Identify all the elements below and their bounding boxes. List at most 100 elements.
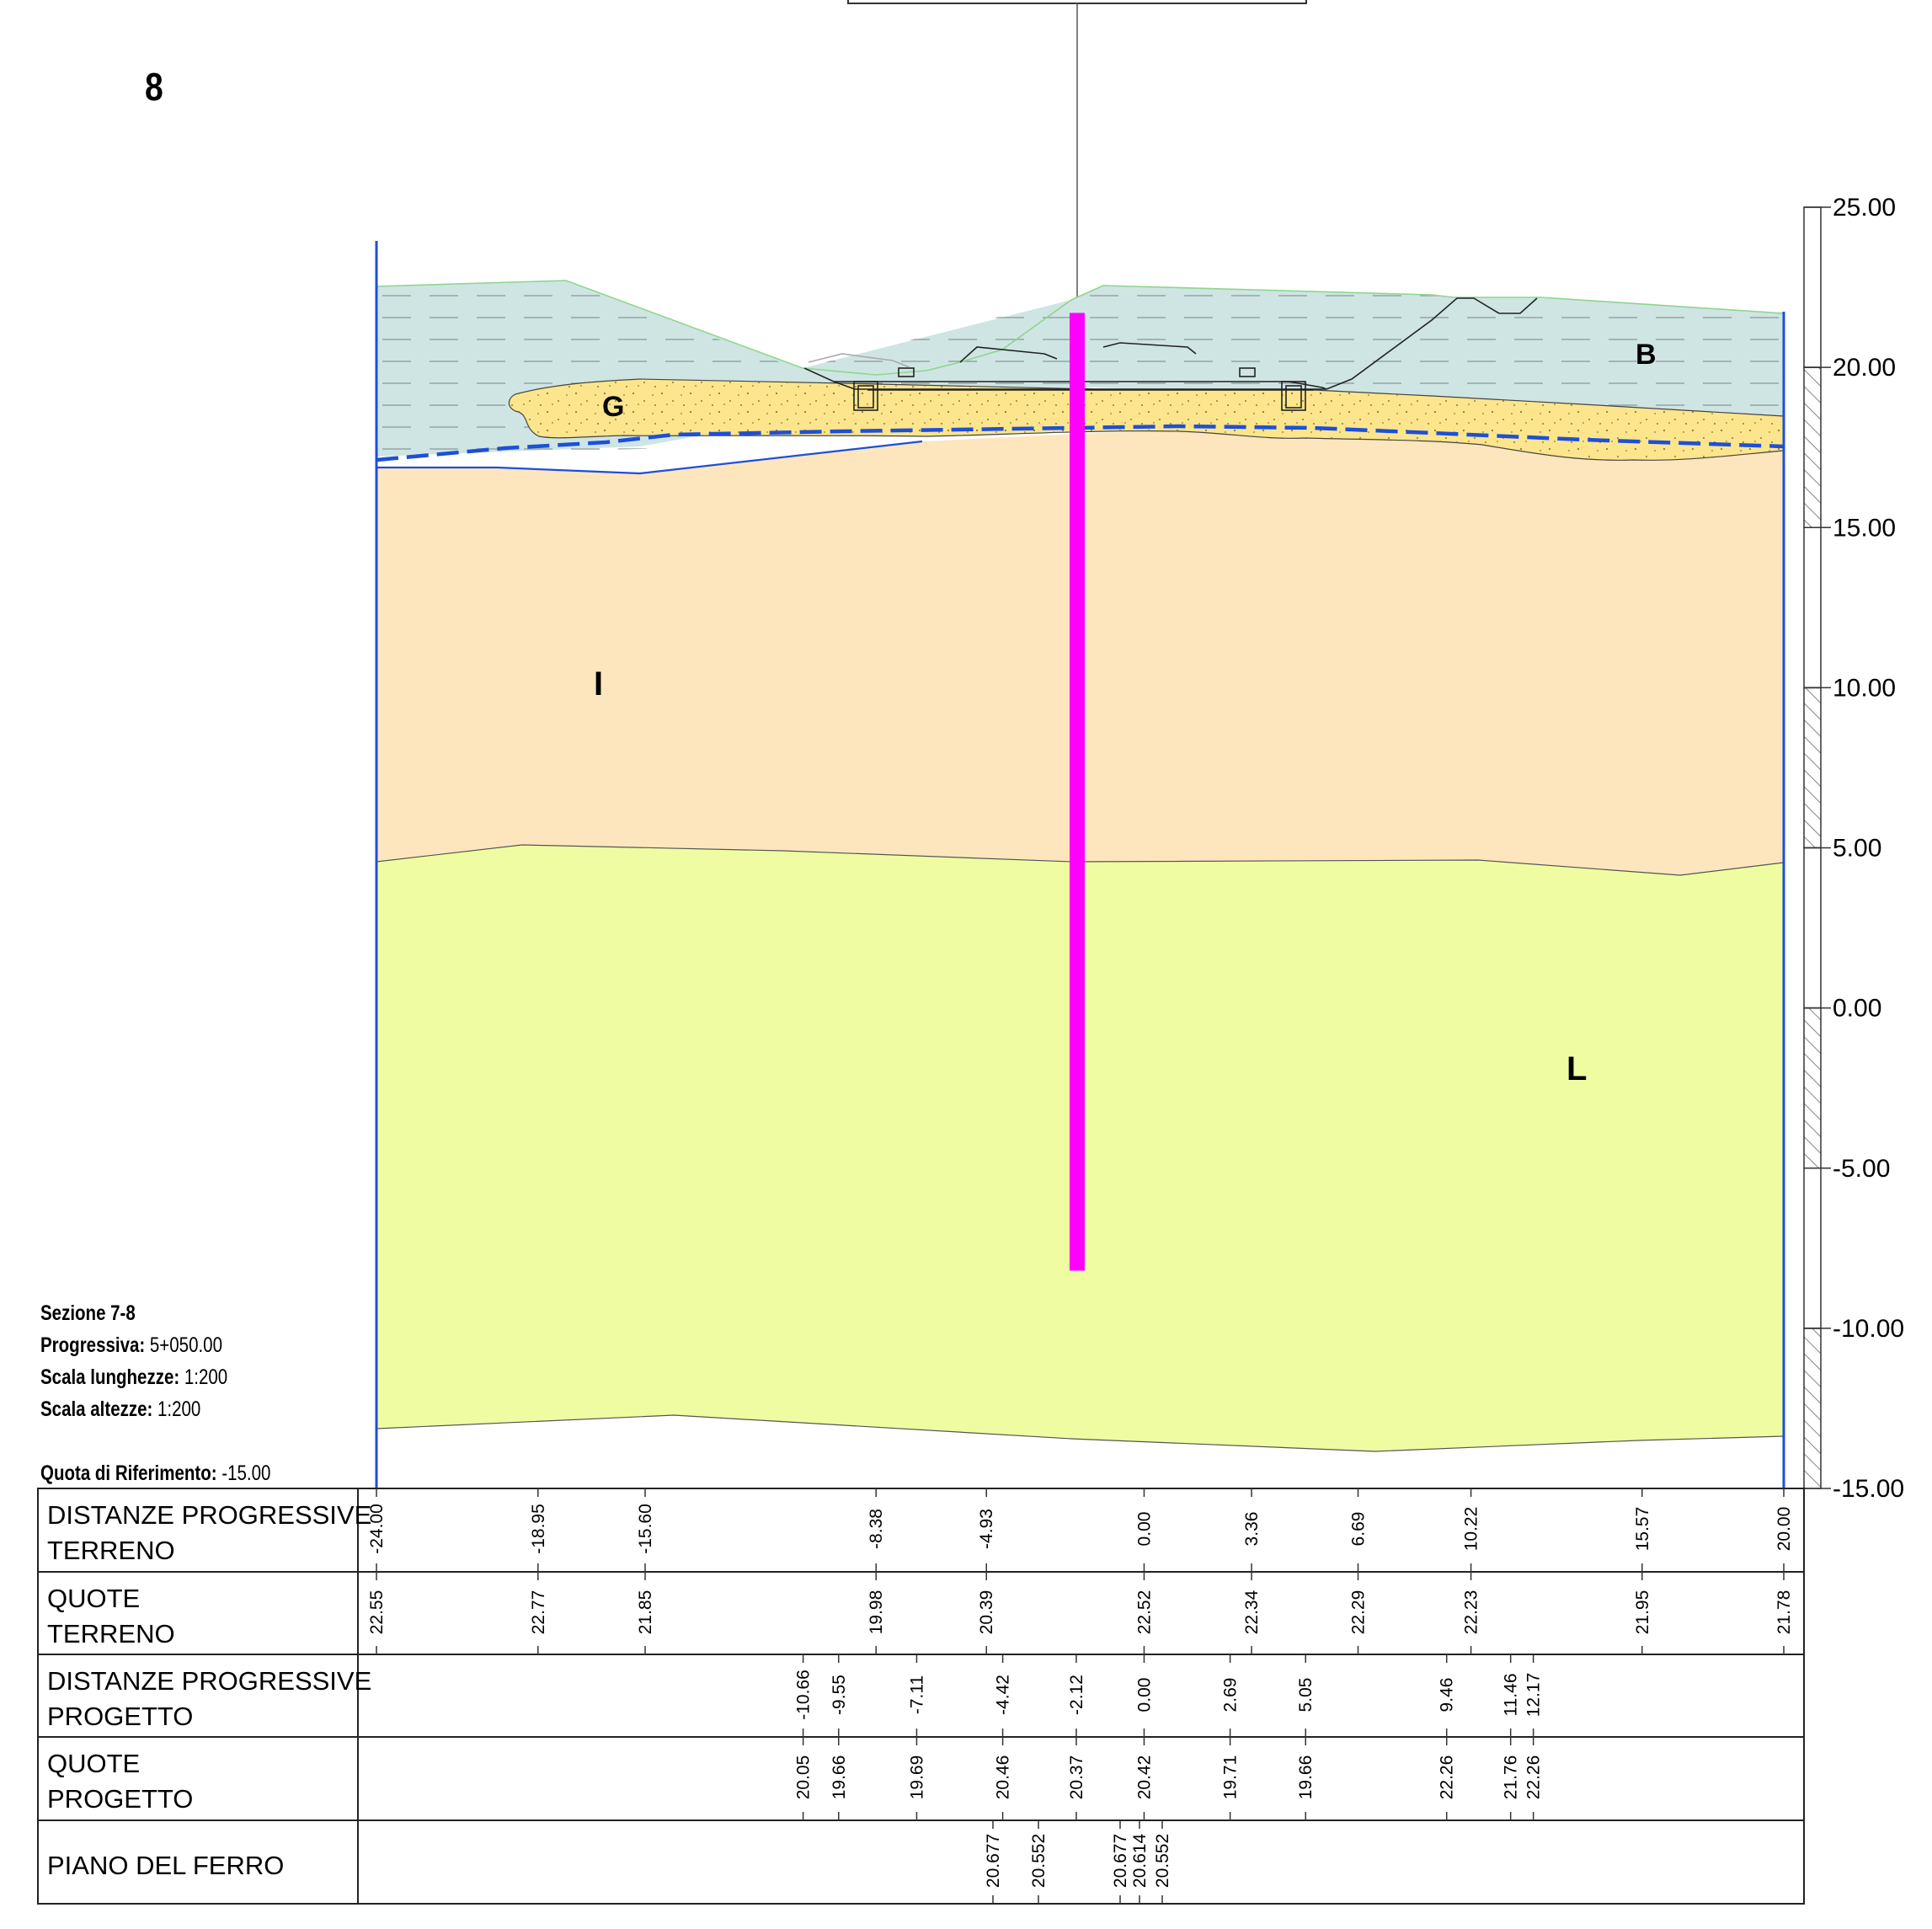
quota-label: Quota di Riferimento: — [40, 1461, 217, 1485]
table-value-text: 19.66 — [830, 1755, 849, 1800]
table-value: 20.05 — [794, 1737, 814, 1820]
table-value: 21.76 — [1502, 1737, 1521, 1820]
table-value: 2.69 — [1221, 1654, 1241, 1737]
table-value-text: 21.78 — [1775, 1590, 1794, 1635]
table-value: 19.71 — [1221, 1737, 1241, 1820]
scala-lunghezze-label: Scala lunghezze: — [40, 1365, 180, 1389]
table-value-text: 22.52 — [1134, 1590, 1154, 1635]
table-value-text: 21.85 — [636, 1590, 655, 1635]
table-value: 12.17 — [1524, 1654, 1544, 1737]
scale-tick-label: 10.00 — [1833, 674, 1896, 702]
table-value-text: 22.23 — [1462, 1590, 1481, 1635]
table-value: 19.66 — [830, 1737, 849, 1820]
table-value: -24.00 — [367, 1488, 387, 1572]
table-row-label: PIANO DEL FERRO — [47, 1851, 284, 1880]
table-value-text: -15.60 — [636, 1504, 655, 1554]
table-value-text: 9.46 — [1438, 1678, 1457, 1713]
table-value: -2.12 — [1067, 1654, 1086, 1737]
table-value: 20.42 — [1134, 1737, 1154, 1820]
table-value: 20.00 — [1775, 1488, 1794, 1572]
table-value: -18.95 — [529, 1488, 548, 1572]
table-value-text: 10.22 — [1462, 1507, 1481, 1552]
table-value: 22.29 — [1349, 1572, 1369, 1654]
table-row-label: QUOTE — [47, 1584, 140, 1613]
table-row-label: DISTANZE PROGRESSIVE — [47, 1666, 371, 1696]
table-value: 22.26 — [1524, 1737, 1544, 1820]
table-value-text: 20.614 — [1130, 1834, 1150, 1889]
table-value: 9.46 — [1438, 1654, 1457, 1737]
table-value: 20.37 — [1067, 1737, 1086, 1820]
table-value-text: 19.69 — [907, 1755, 926, 1800]
table-value-text: -8.38 — [867, 1509, 886, 1549]
table-value-text: -2.12 — [1067, 1675, 1086, 1715]
scala-altezze-label: Scala altezze: — [40, 1397, 153, 1421]
water-table-line — [376, 424, 1785, 462]
table-value: 6.69 — [1349, 1488, 1369, 1572]
table-value-text: 0.00 — [1134, 1512, 1154, 1547]
table-value-text: 2.69 — [1221, 1678, 1241, 1713]
table-value-text: 11.46 — [1502, 1674, 1521, 1717]
table-value: 0.00 — [1134, 1654, 1154, 1737]
railway-structure — [803, 297, 1538, 411]
table-value: 21.95 — [1633, 1572, 1652, 1654]
table-row-label: TERRENO — [47, 1619, 175, 1648]
table-value-text: -4.42 — [994, 1675, 1013, 1715]
table-value-text: 21.76 — [1502, 1755, 1521, 1800]
progressiva-label: Progressiva: — [40, 1333, 146, 1357]
table-value: 20.677 — [1111, 1820, 1130, 1904]
table-value: 20.677 — [984, 1820, 1003, 1904]
scala-altezze-value: 1:200 — [157, 1397, 201, 1421]
table-value: 19.66 — [1296, 1737, 1316, 1820]
table-value-text: 3.36 — [1242, 1512, 1262, 1547]
table-value-text: 19.98 — [867, 1590, 886, 1635]
table-value-text: 20.05 — [794, 1755, 814, 1800]
quota-value: -15.00 — [221, 1461, 271, 1485]
table-value-text: -9.55 — [830, 1675, 849, 1715]
progressiva-value: 5+050.00 — [149, 1333, 222, 1357]
table-value-text: 20.677 — [1111, 1834, 1130, 1888]
table-value: 22.34 — [1242, 1572, 1262, 1654]
scale-tick-label: 15.00 — [1833, 514, 1896, 542]
scale-tick-label: 25.00 — [1833, 194, 1896, 222]
table-value-text: 20.552 — [1029, 1834, 1049, 1888]
table-value-text: 20.677 — [984, 1834, 1003, 1888]
table-value: -8.38 — [867, 1488, 886, 1572]
layer-bi-boundary — [376, 440, 923, 475]
table-value-text: 20.552 — [1153, 1834, 1172, 1888]
table-value: 19.98 — [867, 1572, 886, 1654]
table-value: 21.78 — [1775, 1572, 1794, 1654]
table-value: -4.42 — [994, 1654, 1013, 1737]
table-value-text: 20.46 — [994, 1755, 1013, 1800]
scale-segment — [1803, 366, 1822, 528]
table-value-text: 19.71 — [1221, 1755, 1241, 1800]
table-value-text: 15.57 — [1633, 1507, 1652, 1552]
table-value: 22.55 — [367, 1572, 387, 1654]
table-value: 22.77 — [529, 1572, 548, 1654]
table-value-text: 22.26 — [1524, 1755, 1544, 1800]
scale-tick-label: 20.00 — [1833, 354, 1896, 382]
profile-table: DISTANZE PROGRESSIVE TERRENO QUOTE TERRENO D… — [37, 1488, 1805, 1905]
table-value: 22.23 — [1462, 1572, 1481, 1654]
table-value-text: 22.29 — [1349, 1590, 1369, 1635]
table-row-label: QUOTE — [47, 1749, 140, 1778]
table-value-text: 22.77 — [529, 1590, 548, 1635]
scale-segment — [1803, 206, 1822, 368]
table-value-text: 20.39 — [977, 1590, 996, 1635]
layer-g-texture — [509, 379, 1784, 461]
table-value: -15.60 — [636, 1488, 655, 1572]
top-reference-box — [847, 0, 1307, 4]
table-value: 20.552 — [1029, 1820, 1049, 1904]
table-value-text: 0.00 — [1134, 1678, 1154, 1713]
table-row-label: PROGETTO — [47, 1702, 193, 1731]
layer-label-l: L — [1566, 1050, 1587, 1087]
table-value-text: -24.00 — [367, 1504, 387, 1554]
table-row-label: DISTANZE PROGRESSIVE — [47, 1500, 371, 1530]
table-value: -9.55 — [830, 1654, 849, 1737]
sheet-number: 8 — [145, 65, 163, 109]
layer-label-g: G — [602, 391, 624, 423]
table-value-text: -7.11 — [907, 1675, 926, 1714]
scale-segment — [1803, 1328, 1822, 1489]
table-value: 20.552 — [1153, 1820, 1172, 1904]
table-value: 21.85 — [636, 1572, 655, 1654]
table-value: 20.46 — [994, 1737, 1013, 1820]
